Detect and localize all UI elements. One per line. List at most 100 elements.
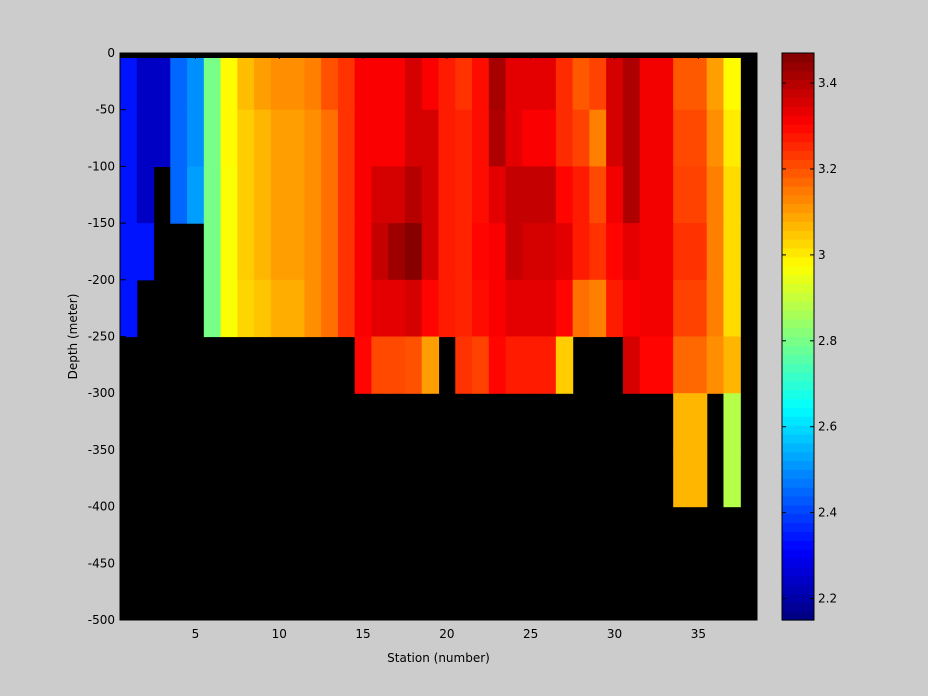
heatmap-cell xyxy=(639,109,658,167)
heatmap-cell xyxy=(505,53,523,111)
colorbar-frame xyxy=(781,52,815,621)
heatmap-cell xyxy=(270,53,289,111)
heatmap-cell xyxy=(689,279,708,338)
heatmap-cell xyxy=(136,109,155,167)
heatmap-cell xyxy=(136,223,155,281)
heatmap-cell xyxy=(321,223,339,281)
colorbar-segment xyxy=(782,469,814,479)
heatmap-cell xyxy=(589,109,607,167)
colorbar-segment xyxy=(782,407,814,417)
heatmap-cell xyxy=(203,53,222,111)
colorbar-segment xyxy=(782,389,814,400)
heatmap-cell xyxy=(388,53,406,111)
heatmap-cell xyxy=(689,223,708,281)
heatmap-cell xyxy=(455,166,473,224)
colorbar-segment xyxy=(782,194,814,205)
heatmap-cell xyxy=(404,336,423,394)
y-tick-label: -400 xyxy=(88,500,115,514)
heatmap-cell xyxy=(639,53,658,111)
heatmap-cell xyxy=(371,109,389,167)
heatmap-cell xyxy=(539,53,557,111)
heatmap-cell xyxy=(656,166,674,224)
colorbar-segment xyxy=(782,177,814,187)
surface-line xyxy=(120,53,757,58)
heatmap-cell xyxy=(706,166,725,224)
heatmap-cell xyxy=(120,279,138,338)
x-tick-label: 30 xyxy=(607,627,622,641)
colorbar-segment xyxy=(782,203,814,214)
colorbar-segment xyxy=(782,363,814,373)
heatmap-cell xyxy=(723,279,741,338)
x-tick-label: 15 xyxy=(355,627,370,641)
heatmap-cell xyxy=(673,109,691,167)
colorbar-tick-label: 3 xyxy=(818,248,826,262)
heatmap-cell xyxy=(337,279,356,338)
heatmap-cell xyxy=(689,449,708,508)
colorbar-segment xyxy=(782,557,814,568)
heatmap-cell xyxy=(622,53,641,111)
colorbar-segment xyxy=(782,584,814,595)
heatmap-cell xyxy=(438,53,456,111)
heatmap-cell xyxy=(287,223,305,281)
heatmap-cell xyxy=(706,279,725,338)
heatmap-cell xyxy=(220,166,238,224)
colorbar-tick-label: 2.4 xyxy=(818,506,837,520)
colorbar-segment xyxy=(782,79,814,90)
y-tick-label: -50 xyxy=(95,103,115,117)
colorbar-segment xyxy=(782,416,814,426)
colorbar-segment xyxy=(782,168,814,178)
heatmap-cell xyxy=(170,166,188,224)
heatmap-cell xyxy=(572,109,590,167)
heatmap-cell xyxy=(656,279,674,338)
colorbar-segment xyxy=(782,159,814,169)
heatmap-cell xyxy=(706,53,725,111)
heatmap-cell xyxy=(673,166,691,224)
colorbar-segment xyxy=(782,61,814,72)
heatmap-cell xyxy=(555,109,574,167)
colorbar-segment xyxy=(782,442,814,453)
heatmap-cell xyxy=(673,336,691,394)
heatmap-cell xyxy=(488,279,507,338)
heatmap-cell xyxy=(354,223,373,281)
heatmap-cell xyxy=(555,336,574,394)
heatmap-cell xyxy=(572,223,590,281)
colorbar-segment xyxy=(782,115,814,125)
colorbar-segment xyxy=(782,185,814,196)
heatmap-cells xyxy=(120,53,757,620)
heatmap-cell xyxy=(421,336,440,394)
heatmap-cell xyxy=(270,166,289,224)
colorbar-segment xyxy=(782,380,814,391)
colorbar-segment xyxy=(782,504,814,515)
heatmap-cell xyxy=(270,109,289,167)
heatmap-cell xyxy=(522,166,540,224)
colorbar-segment xyxy=(782,336,814,346)
heatmap-cell xyxy=(455,53,473,111)
heatmap-cell xyxy=(472,223,490,281)
heatmap-cell xyxy=(706,336,725,394)
heatmap-cell xyxy=(287,279,305,338)
heatmap-cell xyxy=(455,279,473,338)
heatmap-cell xyxy=(354,279,373,338)
heatmap-cell xyxy=(388,223,406,281)
heatmap-cell xyxy=(254,223,272,281)
colorbar-segment xyxy=(782,593,814,603)
heatmap-cell xyxy=(472,109,490,167)
heatmap-cell xyxy=(153,53,171,111)
heatmap-cell xyxy=(689,393,708,451)
x-tick-label: 35 xyxy=(691,627,706,641)
heatmap-cell xyxy=(606,53,624,111)
heatmap-cell xyxy=(673,223,691,281)
heatmap-cell xyxy=(120,166,138,224)
y-tick-label: -350 xyxy=(88,443,115,457)
colorbar-segment xyxy=(782,150,814,160)
heatmap-cell xyxy=(656,223,674,281)
heatmap-cell xyxy=(606,109,624,167)
x-tick-label: 20 xyxy=(439,627,454,641)
colorbar-tick-label: 2.6 xyxy=(818,420,837,434)
colorbar-segment xyxy=(782,274,814,284)
heatmap-cell xyxy=(505,223,523,281)
heatmap-cell xyxy=(689,109,708,167)
colorbar-segment xyxy=(782,495,814,506)
heatmap-cell xyxy=(354,166,373,224)
y-tick-label: -200 xyxy=(88,273,115,287)
